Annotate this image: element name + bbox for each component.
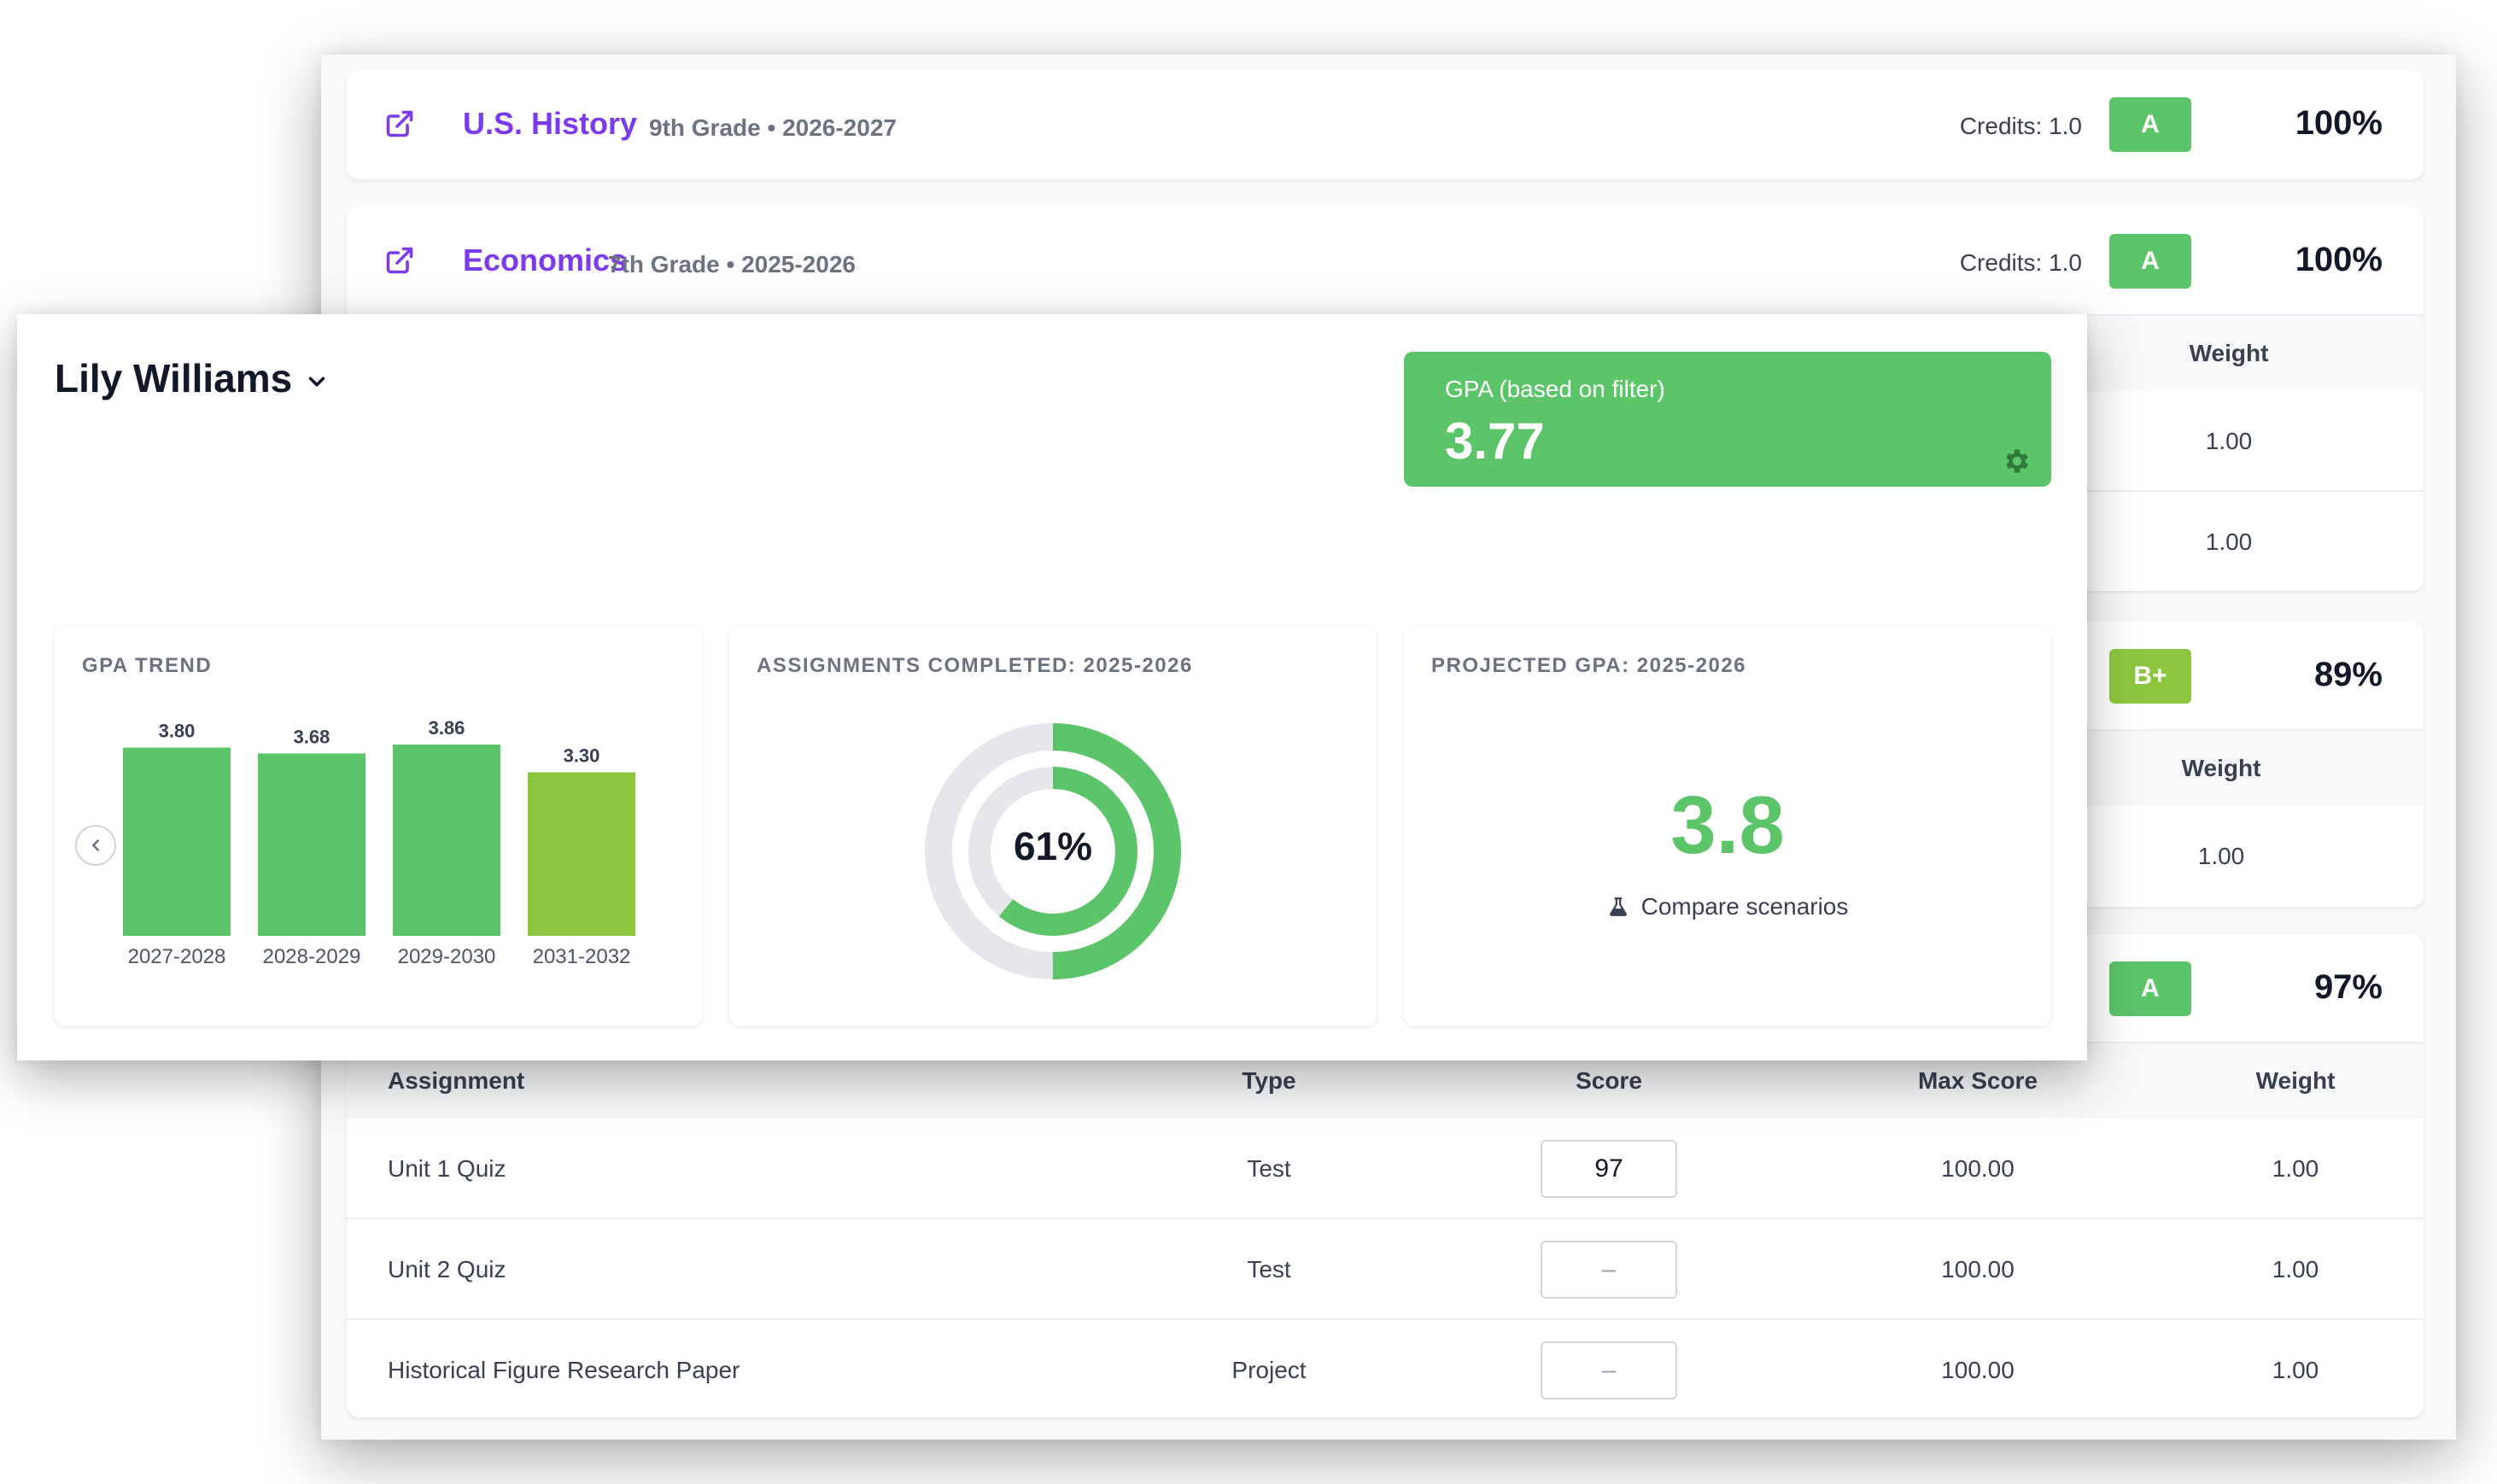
bar-value-label: 3.86 [429,717,465,739]
course-name[interactable]: U.S. History [463,106,638,141]
external-link-icon[interactable] [384,108,415,139]
max-score-cell: 100.00 [1941,1155,2015,1182]
assignments-completed-title: ASSIGNMENTS COMPLETED: 2025-2026 [757,654,1193,677]
max-score-cell: 100.00 [1941,1256,2015,1282]
table-row: Unit 2 Quiz Test – 100.00 1.00 [347,1219,2424,1320]
course-grade-level: 9th Grade • 2026-2027 [649,114,897,141]
external-link-icon[interactable] [384,245,415,276]
course-header[interactable]: Economics 7th Grade • 2025-2026 Credits:… [347,207,2424,316]
weight-cell: 1.00 [2205,428,2253,454]
course-credits: Credits: 1.0 [1959,113,2082,139]
projected-gpa-value: 3.8 [1670,780,1785,871]
x-tick-label: 2031-2032 [533,945,631,968]
weight-cell: 1.00 [2205,529,2253,555]
course-percent: 89% [2313,656,2383,693]
letter-grade-badge: A [2109,961,2191,1016]
weight-cell: 1.00 [2197,843,2245,869]
weight-header: Weight [2181,755,2261,781]
letter-grade-badge: A [2109,234,2191,289]
gpa-trend-chart: 3.80 2027-2028 3.68 2028-2029 3.86 2029-2030 3… [123,717,635,968]
gpa-bar [528,772,635,936]
letter-grade-badge: B+ [2109,649,2191,704]
max-score-header: Max Score [1917,1067,2038,1094]
table-row: 1.00 [347,492,2424,591]
assignments-completed-card: ASSIGNMENTS COMPLETED: 2025-2026 61% [729,627,1377,1026]
gpa-summary-card: GPA (based on filter) 3.77 [1404,352,2051,487]
bar-value-label: 3.80 [159,720,196,741]
assignment-type: Test [1247,1256,1291,1282]
chevron-down-icon[interactable] [304,369,330,394]
bar-value-label: 3.68 [294,726,330,747]
gpa-bar [258,753,365,936]
projected-gpa-title: PROJECTED GPA: 2025-2026 [1431,654,1747,677]
assignment-type: Project [1231,1357,1307,1383]
table-row: Unit 1 Quiz Test 97 100.00 1.00 [347,1119,2424,1219]
gpa-value: 3.77 [1445,412,1545,470]
score-header: Score [1576,1067,1642,1094]
course-percent: 100% [2295,104,2383,142]
course-percent: 100% [2295,241,2383,278]
ring-separator [953,751,1153,951]
gpa-bar [393,745,500,936]
table-row: Historical Figure Research Paper Project… [347,1320,2424,1417]
course-percent: 97% [2313,968,2383,1006]
x-tick-label: 2029-2030 [398,945,496,968]
compare-scenarios-label: Compare scenarios [1640,893,1849,920]
gpa-label: GPA (based on filter) [1445,376,1665,402]
gear-icon[interactable] [2002,446,2032,476]
compare-scenarios-link[interactable]: Compare scenarios [1404,893,2051,920]
weight-header: Weight [2255,1067,2336,1094]
score-input[interactable]: – [1541,1241,1677,1299]
projected-gpa-card: PROJECTED GPA: 2025-2026 3.8 Compare sce… [1404,627,2051,1026]
letter-grade-badge: A [2109,97,2191,152]
score-input[interactable]: – [1541,1341,1677,1399]
assignment-type: Test [1247,1155,1291,1182]
course-credits: Credits: 1.0 [1959,249,2082,276]
outer-ring-progress [925,723,1181,979]
previous-button[interactable] [75,825,116,866]
weight-cell: 1.00 [2272,1256,2319,1282]
weight-cell: 1.00 [2272,1155,2319,1182]
course-name[interactable]: Economics [463,242,628,278]
table-row: 1.00 [347,806,2424,907]
gpa-trend-title: GPA TREND [82,654,213,677]
assignment-name: Historical Figure Research Paper [388,1357,740,1383]
course-grade-level: 7th Grade • 2025-2026 [608,251,856,278]
student-name[interactable]: Lily Williams [55,356,293,400]
course-card-us-history: U.S. History 9th Grade • 2026-2027 Credi… [347,70,2424,179]
max-score-cell: 100.00 [1941,1357,2015,1383]
course-header[interactable]: U.S. History 9th Grade • 2026-2027 Credi… [347,70,2424,179]
flask-icon [1609,897,1627,916]
x-tick-label: 2027-2028 [128,945,226,968]
assignment-name: Unit 1 Quiz [388,1155,506,1182]
assignment-header: Assignment [388,1067,525,1094]
bar-value-label: 3.30 [564,745,600,766]
completion-percent: 61% [1013,824,1093,868]
score-input[interactable]: 97 [1541,1140,1677,1198]
student-dashboard-panel: Lily Williams GPA (based on filter) 3.77… [17,314,2087,1060]
completion-donut [925,723,1181,979]
x-tick-label: 2028-2029 [263,945,361,968]
assignment-name: Unit 2 Quiz [388,1256,506,1282]
chevron-left-icon [91,839,100,851]
inner-ring-progress [968,767,1137,936]
type-header: Type [1242,1067,1296,1094]
gpa-trend-card: GPA TREND 3.80 2027-2028 3.68 2028-2029 3.86… [55,627,702,1026]
weight-cell: 1.00 [2272,1357,2319,1383]
weight-header: Weight [2189,340,2269,366]
gpa-bar [123,747,231,936]
